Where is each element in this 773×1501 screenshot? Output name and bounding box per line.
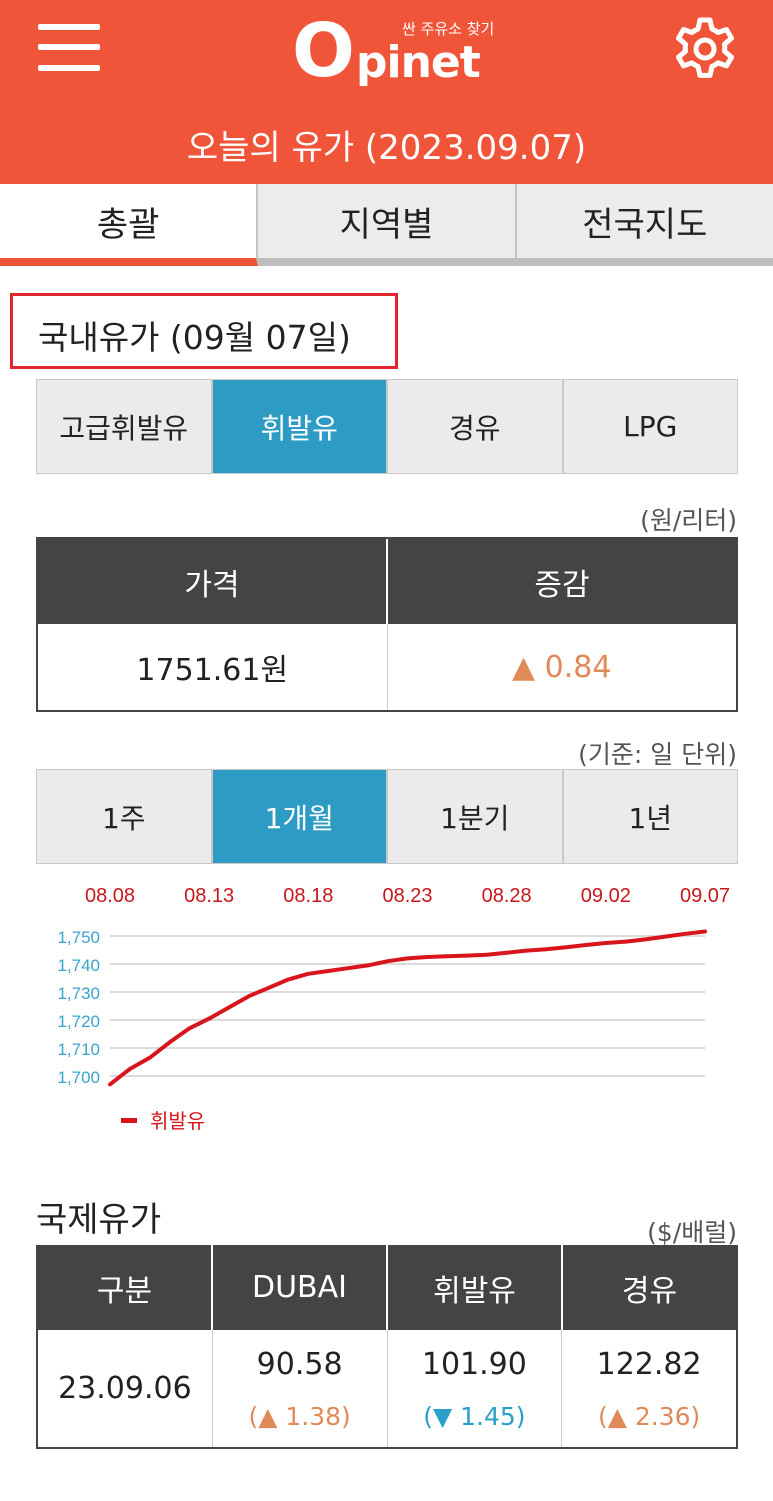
diesel-change: (▲ 2.36) — [597, 1401, 701, 1431]
intl-header-category: 구분 — [38, 1245, 213, 1330]
fuel-lpg-button[interactable]: LPG — [563, 380, 737, 473]
chart-series-line — [108, 929, 707, 1087]
gear-icon[interactable] — [670, 14, 740, 84]
chart-legend-label: 휘발유 — [150, 1109, 205, 1133]
chart-x-tick-label: 08.13 — [184, 885, 234, 907]
chart-x-tick-label: 09.07 — [680, 885, 730, 907]
chart-y-tick-label: 1,730 — [57, 984, 100, 1003]
dubai-change: (▲ 1.38) — [248, 1401, 351, 1431]
intl-header-dubai: DUBAI — [213, 1245, 388, 1330]
diesel-value: 122.82 — [596, 1346, 702, 1382]
chart-basis-label: (기준: 일 단위) — [578, 740, 737, 769]
menu-bar — [38, 24, 100, 30]
intl-date: 23.09.06 — [58, 1371, 192, 1406]
change-value: ▲ 0.84 — [512, 649, 612, 685]
intl-header-gasoline: 휘발유 — [388, 1245, 563, 1330]
tab-regional[interactable]: 지역별 — [258, 184, 517, 266]
chart-x-tick-label: 08.23 — [382, 885, 432, 907]
section-title-highlight — [10, 293, 398, 369]
app-header: 싼 주유소 찾기 O pinet 오늘의 유가 (2023.09.07) — [0, 0, 773, 184]
intl-unit-label: ($/배럴) — [647, 1218, 737, 1247]
table-row: 23.09.06 90.58 (▲ 1.38) 101.90 (▼ 1.45) … — [38, 1330, 736, 1447]
international-price-table: 구분 DUBAI 휘발유 경유 23.09.06 90.58 (▲ 1.38) … — [36, 1245, 738, 1449]
price-value: 1751.61원 — [38, 624, 388, 710]
price-header: 가격 — [38, 539, 388, 624]
fuel-type-selector: 고급휘발유 휘발유 경유 LPG — [36, 379, 738, 474]
international-price-title: 국제유가 — [36, 1200, 162, 1240]
logo-tagline: 싼 주유소 찾기 — [402, 20, 495, 38]
tab-national-map[interactable]: 전국지도 — [516, 184, 773, 266]
logo-letter-o: O — [292, 8, 355, 94]
period-1-week-button[interactable]: 1주 — [37, 770, 213, 863]
period-selector: 1주 1개월 1분기 1년 — [36, 769, 738, 864]
logo-text: pinet — [356, 37, 481, 88]
tab-summary[interactable]: 총괄 — [0, 184, 259, 266]
period-1-quarter-button[interactable]: 1분기 — [388, 770, 564, 863]
chart-y-tick-label: 1,710 — [57, 1040, 100, 1059]
price-trend-chart: 1,750 1,740 1,730 1,720 1,710 1,700 08.08 08.13… — [57, 885, 730, 1133]
menu-bar — [38, 44, 100, 50]
menu-bar — [38, 65, 100, 71]
domestic-price-title: 국내유가 (09월 07일) — [38, 318, 351, 357]
intl-diesel-cell: 122.82 (▲ 2.36) — [562, 1330, 736, 1447]
chart-legend-swatch — [121, 1118, 137, 1123]
intl-header-diesel: 경유 — [621, 1273, 678, 1309]
period-1-year-button[interactable]: 1년 — [563, 770, 737, 863]
chart-y-tick-label: 1,700 — [57, 1068, 100, 1087]
intl-gasoline-cell: 101.90 (▼ 1.45) — [388, 1330, 563, 1447]
chart-x-tick-label: 08.08 — [85, 885, 135, 907]
dubai-value: 90.58 — [256, 1346, 343, 1382]
intl-dubai-cell: 90.58 (▲ 1.38) — [213, 1330, 388, 1447]
intl-date-cell: 23.09.06 — [38, 1330, 213, 1447]
fuel-diesel-button[interactable]: 경유 — [388, 380, 564, 473]
main-tabs: 총괄 지역별 전국지도 — [0, 184, 773, 266]
domestic-price-table: 가격 증감 1751.61원 ▲ 0.84 — [36, 537, 738, 712]
page-title: 오늘의 유가 (2023.09.07) — [186, 128, 587, 168]
opinet-logo[interactable]: 싼 주유소 찾기 O pinet — [290, 8, 494, 94]
price-unit-label: (원/리터) — [640, 506, 737, 535]
table-header-row: 가격 증감 — [38, 539, 736, 624]
period-1-month-button[interactable]: 1개월 — [212, 770, 388, 863]
gasoline-change: (▼ 1.45) — [423, 1401, 526, 1431]
chart-y-tick-label: 1,740 — [57, 956, 100, 975]
table-row: 1751.61원 ▲ 0.84 — [38, 624, 736, 710]
chart-y-tick-label: 1,750 — [57, 928, 100, 947]
chart-x-tick-label: 08.28 — [482, 885, 532, 907]
chart-y-tick-label: 1,720 — [57, 1012, 100, 1031]
gasoline-value: 101.90 — [421, 1346, 527, 1382]
fuel-gasoline-button[interactable]: 휘발유 — [212, 380, 388, 473]
chart-x-tick-label: 08.18 — [283, 885, 333, 907]
hamburger-menu-icon[interactable] — [38, 22, 100, 74]
chart-x-tick-label: 09.02 — [581, 885, 631, 907]
fuel-premium-gasoline-button[interactable]: 고급휘발유 — [37, 380, 213, 473]
intl-header-row: 구분 DUBAI 휘발유 경유 — [38, 1245, 736, 1330]
change-header: 증감 — [534, 567, 590, 603]
